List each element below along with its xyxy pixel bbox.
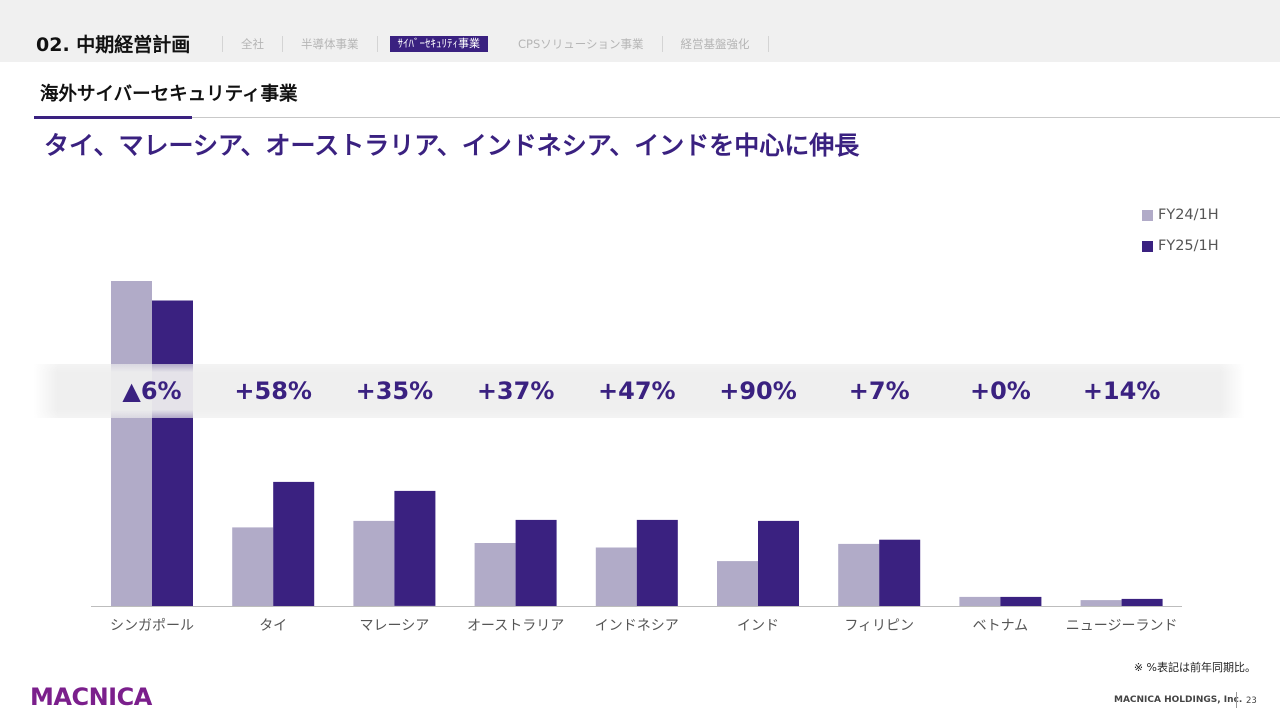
bar-fy25-3 bbox=[515, 519, 557, 606]
title-divider bbox=[34, 117, 1280, 118]
category-label-1: タイ bbox=[259, 618, 287, 634]
sub-title: 海外サイバーセキュリティ事業 bbox=[40, 84, 298, 105]
header-bar bbox=[0, 0, 1280, 62]
tab-semiconductor[interactable]: 半導体事業 bbox=[301, 37, 359, 51]
nav-divider bbox=[376, 36, 378, 52]
bar-fy24-2 bbox=[353, 520, 395, 606]
section-nav: 全社 半導体事業 ｻｲﾊﾞｰｾｷｭﾘﾃｨ事業 CPSソリューション事業 経営基盤… bbox=[222, 36, 769, 52]
bar-fy25-0 bbox=[152, 300, 193, 606]
legend-item-fy24: FY24/1H bbox=[1142, 205, 1219, 225]
growth-label-8: +14% bbox=[1083, 377, 1161, 405]
legend-item-fy25: FY25/1H bbox=[1142, 236, 1219, 256]
bar-fy24-7 bbox=[959, 596, 1001, 606]
bar-fy24-0 bbox=[111, 281, 152, 606]
category-label-7: ベトナム bbox=[973, 618, 1029, 634]
tab-management-foundation[interactable]: 経営基盤強化 bbox=[680, 37, 750, 51]
growth-label-1: +58% bbox=[234, 377, 312, 405]
nav-divider bbox=[661, 36, 663, 52]
bar-fy25-6 bbox=[879, 539, 921, 606]
bar-fy24-1 bbox=[232, 527, 274, 606]
growth-label-4: +47% bbox=[598, 377, 676, 405]
legend-swatch-fy25 bbox=[1142, 240, 1153, 252]
bar-fy25-2 bbox=[394, 490, 436, 606]
category-label-2: マレーシア bbox=[360, 618, 430, 634]
bar-fy24-6 bbox=[838, 543, 880, 606]
bar-fy25-4 bbox=[636, 519, 678, 606]
company-name: MACNICA HOLDINGS, Inc. bbox=[1114, 695, 1243, 705]
bar-fy25-8 bbox=[1121, 598, 1163, 607]
headline: タイ、マレーシア、オーストラリア、インドネシア、インドを中心に伸長 bbox=[44, 131, 860, 160]
growth-label-5: +90% bbox=[719, 377, 797, 405]
bar-fy24-5 bbox=[717, 561, 758, 606]
bar-fy25-7 bbox=[1000, 596, 1042, 606]
page-number: 23 bbox=[1246, 696, 1257, 706]
bar-fy25-1 bbox=[273, 481, 315, 607]
category-label-8: ニュージーランド bbox=[1066, 618, 1178, 634]
nav-divider bbox=[767, 36, 769, 52]
growth-label-2: +35% bbox=[356, 377, 434, 405]
company-logo: MACNICA bbox=[30, 683, 152, 711]
legend-label-fy25: FY25/1H bbox=[1158, 238, 1219, 254]
footer-divider bbox=[1236, 692, 1237, 708]
category-label-4: インドネシア bbox=[595, 618, 679, 634]
growth-band bbox=[34, 364, 1244, 418]
category-label-5: インド bbox=[737, 618, 779, 634]
section-label: 02. 中期経営計画 bbox=[36, 34, 191, 56]
legend-label-fy24: FY24/1H bbox=[1158, 207, 1219, 223]
nav-divider bbox=[282, 36, 283, 52]
footnote: ※ %表記は前年同期比。 bbox=[1133, 661, 1256, 674]
chart-legend: FY24/1H FY25/1H bbox=[1142, 205, 1219, 267]
legend-swatch-fy24 bbox=[1142, 209, 1153, 221]
category-label-0: シンガポール bbox=[110, 618, 194, 634]
tab-cps-solution[interactable]: CPSソリューション事業 bbox=[518, 37, 644, 51]
title-divider-accent bbox=[34, 116, 192, 119]
bar-fy25-5 bbox=[758, 520, 799, 606]
bar-fy24-3 bbox=[474, 543, 516, 606]
bar-fy24-4 bbox=[595, 547, 637, 606]
category-label-3: オーストラリア bbox=[467, 618, 564, 634]
tab-cybersecurity[interactable]: ｻｲﾊﾞｰｾｷｭﾘﾃｨ事業 bbox=[389, 36, 488, 52]
nav-divider bbox=[222, 36, 223, 52]
category-label-6: フィリピン bbox=[844, 618, 914, 634]
growth-label-7: +0% bbox=[970, 377, 1031, 405]
growth-label-0: ▲6% bbox=[122, 377, 181, 405]
growth-label-3: +37% bbox=[477, 377, 555, 405]
tab-company[interactable]: 全社 bbox=[241, 37, 264, 51]
growth-label-6: +7% bbox=[849, 377, 910, 405]
bar-fy24-8 bbox=[1080, 600, 1122, 606]
